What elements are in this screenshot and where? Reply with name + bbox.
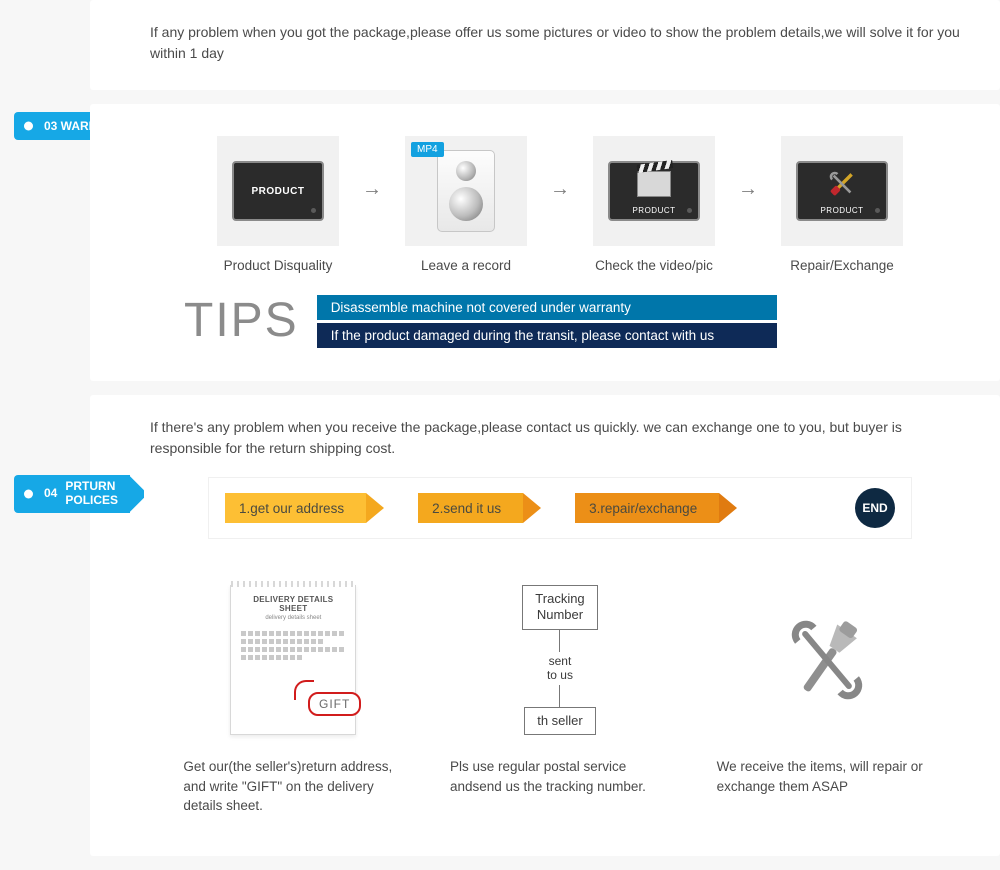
warranty-body: PRODUCT Product Disquality → MP4 Leave a… xyxy=(90,104,1000,381)
tracking-box-1: TrackingNumber xyxy=(522,585,597,630)
arrow-icon: → xyxy=(550,178,570,201)
end-badge: END xyxy=(855,488,895,528)
tracking-diagram-icon: TrackingNumber sentto us th seller xyxy=(522,585,597,735)
tools-icon xyxy=(825,167,859,201)
return-step-2: 2.send it us xyxy=(418,493,523,523)
return-intro: If there's any problem when you receive … xyxy=(150,417,970,459)
return-step-1: 1.get our address xyxy=(225,493,366,523)
product-device-icon: PRODUCT xyxy=(232,161,324,221)
return-section: If there's any problem when you receive … xyxy=(90,395,1000,856)
warranty-intro: If any problem when you got the package,… xyxy=(150,22,970,64)
return-col-3: We receive the items, will repair or exc… xyxy=(717,575,937,816)
warranty-step-1-caption: Product Disquality xyxy=(208,258,348,273)
tip-line-2: If the product damaged during the transi… xyxy=(317,323,777,348)
warranty-step-4-caption: Repair/Exchange xyxy=(772,258,912,273)
warranty-step-3-caption: Check the video/pic xyxy=(584,258,724,273)
return-arrow-steps: 1.get our address 2.send it us 3.repair/… xyxy=(208,477,912,539)
return-col-2-desc: Pls use regular postal service andsend u… xyxy=(450,757,670,796)
tools-big-icon xyxy=(717,575,937,745)
return-col-1-desc: Get our(the seller's)return address, and… xyxy=(183,757,403,816)
mp4-badge: MP4 xyxy=(411,142,444,157)
delivery-sheet-icon: DELIVERY DETAILS SHEET delivery details … xyxy=(230,585,356,735)
gift-label: GIFT xyxy=(308,692,361,716)
repair-device-icon: PRODUCT xyxy=(796,161,888,221)
warranty-step-3: PRODUCT Check the video/pic xyxy=(584,136,724,273)
return-step-3: 3.repair/exchange xyxy=(575,493,719,523)
speaker-icon xyxy=(437,150,495,232)
video-device-icon: PRODUCT xyxy=(608,161,700,221)
return-badge: 04PRTURNPOLICES xyxy=(14,475,130,513)
warranty-steps: PRODUCT Product Disquality → MP4 Leave a… xyxy=(150,136,970,273)
return-col-1: DELIVERY DETAILS SHEET delivery details … xyxy=(183,575,403,816)
return-columns: DELIVERY DETAILS SHEET delivery details … xyxy=(150,575,970,816)
return-col-3-desc: We receive the items, will repair or exc… xyxy=(717,757,937,796)
tracking-mid-label: sentto us xyxy=(547,652,573,685)
clapper-icon xyxy=(637,171,671,197)
warranty-step-1: PRODUCT Product Disquality xyxy=(208,136,348,273)
warranty-section: If any problem when you got the package,… xyxy=(90,0,1000,90)
arrow-icon: → xyxy=(738,178,758,201)
tips-title: TIPS xyxy=(184,295,299,351)
tips-block: TIPS Disassemble machine not covered und… xyxy=(184,295,970,351)
warranty-step-2: MP4 Leave a record xyxy=(396,136,536,273)
tracking-box-2: th seller xyxy=(524,707,596,735)
warranty-step-4: PRODUCT Repair/Exchange xyxy=(772,136,912,273)
tip-line-1: Disassemble machine not covered under wa… xyxy=(317,295,777,320)
warranty-step-2-caption: Leave a record xyxy=(396,258,536,273)
return-col-2: TrackingNumber sentto us th seller Pls u… xyxy=(450,575,670,816)
arrow-icon: → xyxy=(362,178,382,201)
